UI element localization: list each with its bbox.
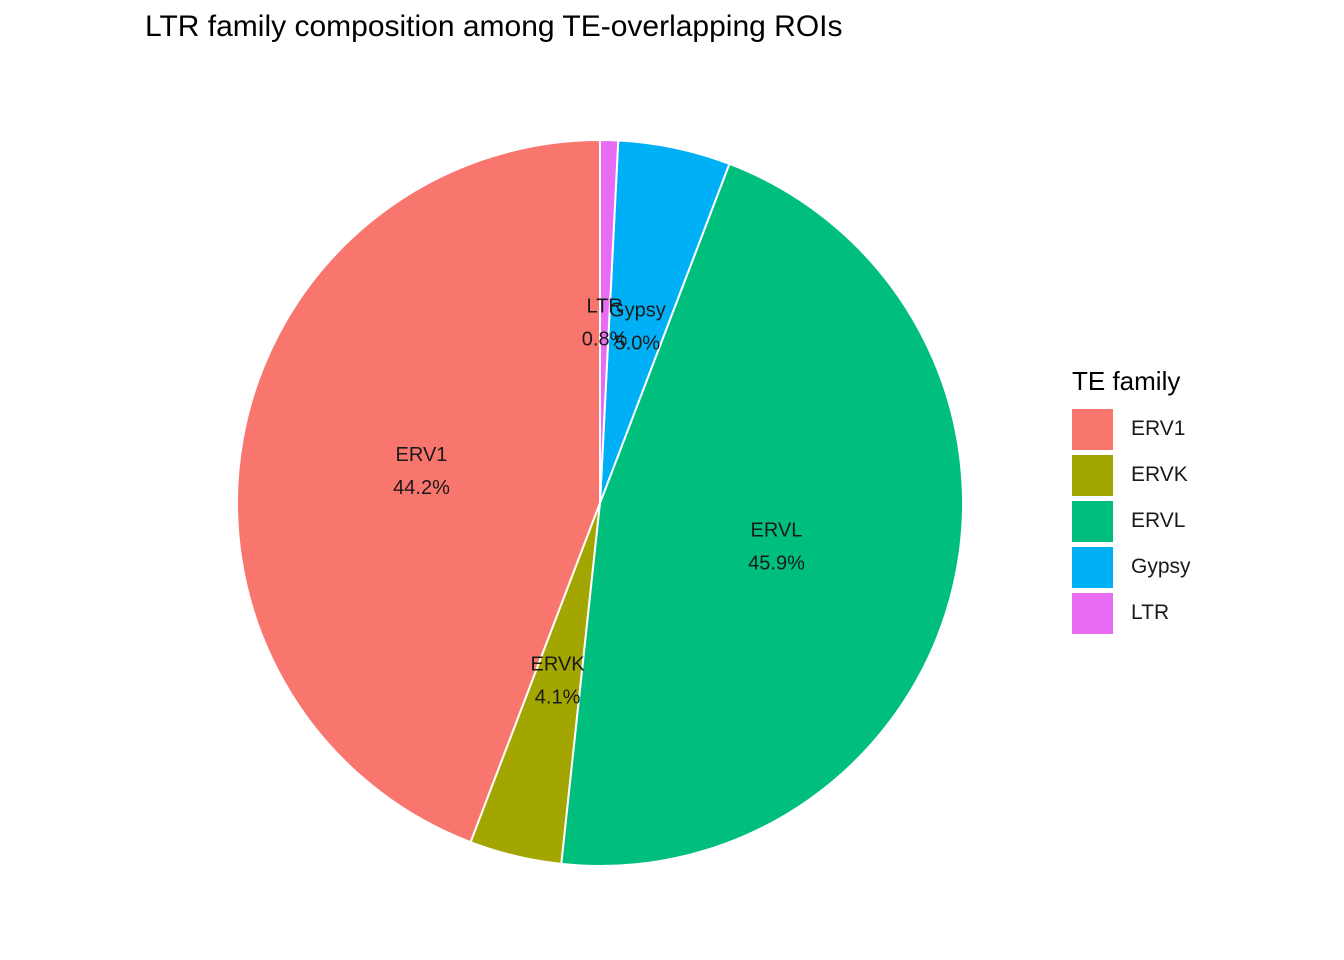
- slice-label-percent-erv1: 44.2%: [393, 477, 450, 499]
- pie-slice-erv1: [236, 138, 601, 844]
- slice-label-percent-gypsy: 5.0%: [615, 332, 661, 354]
- legend-item-ervk: ERVK: [1072, 452, 1191, 498]
- legend-item-ervl: ERVL: [1072, 498, 1191, 544]
- pie-slice-ltr: [599, 138, 620, 504]
- legend-title: TE family: [1072, 366, 1181, 396]
- legend-label: ERV1: [1131, 417, 1186, 440]
- legend: TE family ERV1 ERVK ERVL Gypsy LTR: [1072, 366, 1191, 636]
- legend-swatch: [1072, 592, 1113, 634]
- legend-swatch: [1072, 408, 1113, 450]
- legend-label: ERVK: [1131, 463, 1188, 486]
- legend-label: LTR: [1131, 601, 1170, 624]
- legend-label: ERVL: [1131, 509, 1186, 532]
- legend-swatch: [1072, 454, 1113, 496]
- slice-label-name-gypsy: Gypsy: [609, 299, 666, 321]
- legend-swatch: [1072, 546, 1113, 588]
- pie-labels: ERV1 44.2% ERVK 4.1% ERVL 45.9% Gypsy 5.0% LTR 0.…: [393, 296, 805, 709]
- pie-slice-ervl: [560, 162, 964, 867]
- legend-item-erv1: ERV1: [1072, 406, 1191, 452]
- slice-label-name-ltr: LTR: [586, 296, 622, 318]
- chart-title: LTR family composition among TE-overlapp…: [145, 10, 843, 43]
- slice-label-name-ervk: ERVK: [531, 654, 586, 676]
- legend-item-ltr: LTR: [1072, 590, 1191, 636]
- slice-label-percent-ervl: 45.9%: [748, 552, 805, 574]
- legend-label: Gypsy: [1131, 555, 1191, 578]
- legend-swatch: [1072, 500, 1113, 542]
- slice-label-percent-ervk: 4.1%: [535, 687, 581, 709]
- slice-label-name-ervl: ERVL: [751, 519, 803, 541]
- slice-label-percent-ltr: 0.8%: [582, 329, 628, 351]
- legend-items: ERV1 ERVK ERVL Gypsy LTR: [1072, 406, 1191, 636]
- legend-item-gypsy: Gypsy: [1072, 544, 1191, 590]
- slice-label-name-erv1: ERV1: [396, 444, 448, 466]
- pie-slices: [236, 138, 964, 867]
